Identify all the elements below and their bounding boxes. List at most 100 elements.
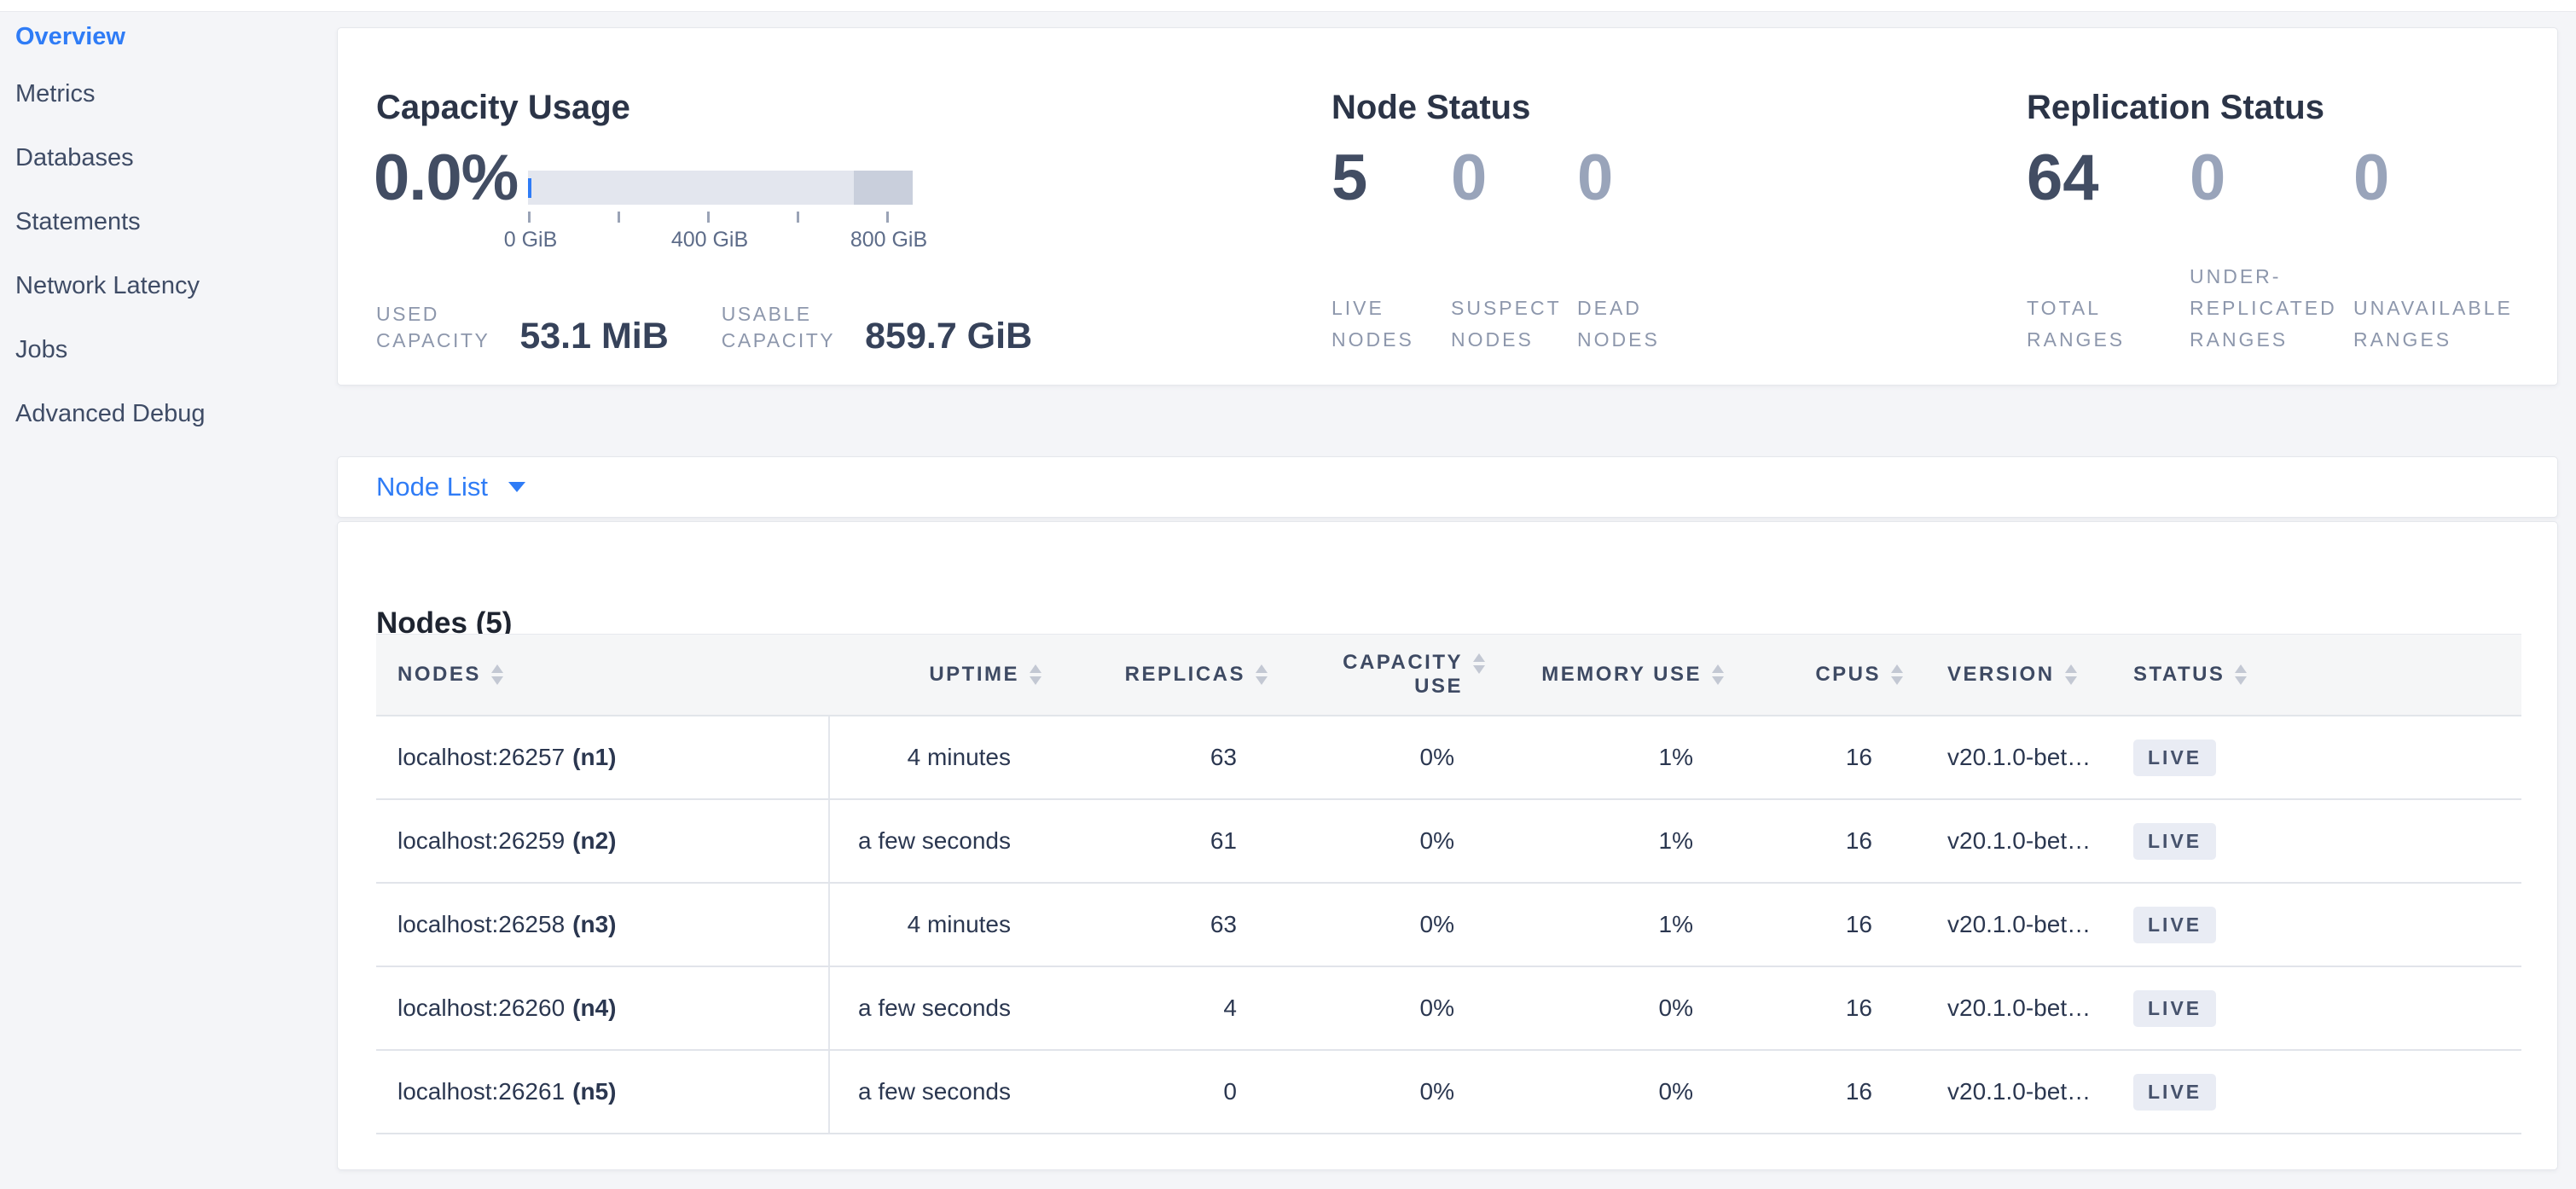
replicas-cell: 0 <box>1223 1078 1237 1105</box>
capacity-used-percent: 0.0% <box>374 142 519 214</box>
status-cell: LIVE <box>2112 716 2521 798</box>
suspect-nodes-label: SUSPECT NODES <box>1451 297 1562 351</box>
replicas-cell: 61 <box>1210 827 1237 854</box>
uptime-cell: 4 minutes <box>907 911 1011 937</box>
unavailable-ranges-value: 0 <box>2353 142 2390 214</box>
suspect-nodes-value: 0 <box>1451 142 1488 214</box>
version-cell: v20.1.0-bet… <box>1947 1078 2092 1105</box>
header-version[interactable]: VERSION <box>1905 635 2112 715</box>
nodes-table: NODES UPTIME REPLICAS CAPACITY USE MEMOR… <box>376 634 2521 1134</box>
status-badge: LIVE <box>2133 1073 2217 1111</box>
sidebar-item-network-latency[interactable]: Network Latency <box>15 272 200 299</box>
cpus-cell: 16 <box>1845 995 1872 1021</box>
header-status[interactable]: STATUS <box>2112 635 2521 715</box>
node-id: (n3) <box>572 911 617 937</box>
sort-arrows-icon <box>1712 664 1724 685</box>
total-ranges-value: 64 <box>2027 142 2099 214</box>
status-cell: LIVE <box>2112 800 2521 882</box>
usable-capacity-group: USABLE CAPACITY 859.7 GiB <box>721 301 1033 357</box>
uptime-cell: a few seconds <box>858 995 1011 1021</box>
under-replicated-ranges-stat: 0 UNDER- REPLICATED RANGES <box>2190 146 2353 356</box>
table-row[interactable]: localhost:26261 (n5) a few seconds 0 0% … <box>376 1051 2521 1134</box>
axis-tick <box>528 212 531 223</box>
sort-arrows-icon <box>1030 664 1041 685</box>
sidebar: Overview Metrics Databases Statements Ne… <box>0 11 337 446</box>
header-cpus-label: CPUS <box>1815 663 1881 686</box>
total-ranges-label: TOTAL RANGES <box>2027 297 2126 351</box>
node-address-cell[interactable]: localhost:26260 (n4) <box>376 967 830 1049</box>
unavailable-ranges-label: UNAVAILABLE RANGES <box>2353 297 2513 351</box>
header-capacity-use-label: CAPACITY USE <box>1343 651 1463 698</box>
header-capacity-use[interactable]: CAPACITY USE <box>1269 635 1487 715</box>
capacity-used-marker <box>528 178 531 198</box>
header-version-label: VERSION <box>1947 663 2055 686</box>
axis-tick-label: 400 GiB <box>670 228 749 252</box>
uptime-cell: a few seconds <box>858 1078 1011 1105</box>
sidebar-item-metrics[interactable]: Metrics <box>15 80 96 107</box>
replication-status-stats: 64 TOTAL RANGES 0 UNDER- REPLICATED RANG… <box>2027 146 2550 356</box>
live-nodes-value: 5 <box>1332 142 1368 214</box>
header-cpus[interactable]: CPUS <box>1726 635 1905 715</box>
axis-tick-label: 800 GiB <box>850 228 928 252</box>
cpus-cell: 16 <box>1845 827 1872 854</box>
header-replicas[interactable]: REPLICAS <box>1043 635 1269 715</box>
node-address[interactable]: localhost:26259 <box>397 827 566 854</box>
memory-use-cell: 1% <box>1658 911 1693 937</box>
table-row[interactable]: localhost:26257 (n1) 4 minutes 63 0% 1% … <box>376 716 2521 800</box>
node-address[interactable]: localhost:26258 <box>397 911 566 937</box>
capacity-use-cell: 0% <box>1419 1078 1454 1105</box>
node-id: (n2) <box>572 827 617 854</box>
header-uptime[interactable]: UPTIME <box>830 635 1043 715</box>
status-badge: LIVE <box>2133 739 2217 776</box>
unavailable-ranges-stat: 0 UNAVAILABLE RANGES <box>2353 146 2550 356</box>
version-cell: v20.1.0-bet… <box>1947 911 2092 937</box>
suspect-nodes-stat: 0 SUSPECT NODES <box>1451 146 1577 356</box>
node-list-dropdown[interactable]: Node List <box>376 472 488 502</box>
dead-nodes-stat: 0 DEAD NODES <box>1577 146 1722 356</box>
uptime-cell: a few seconds <box>858 827 1011 854</box>
cluster-summary-card: Capacity Usage 0.0% 0 GiB 400 GiB 800 Gi… <box>337 27 2558 386</box>
under-replicated-ranges-value: 0 <box>2190 142 2226 214</box>
sort-arrows-icon <box>2235 664 2248 685</box>
cpus-cell: 16 <box>1845 744 1872 770</box>
node-address-cell[interactable]: localhost:26258 (n3) <box>376 884 830 966</box>
header-memory-use[interactable]: MEMORY USE <box>1487 635 1726 715</box>
node-address[interactable]: localhost:26261 <box>397 1078 566 1105</box>
status-badge: LIVE <box>2133 989 2217 1027</box>
node-address-cell[interactable]: localhost:26259 (n2) <box>376 800 830 882</box>
node-id: (n1) <box>572 744 617 770</box>
header-nodes[interactable]: NODES <box>376 635 830 715</box>
header-replicas-label: REPLICAS <box>1124 663 1245 686</box>
sort-arrows-icon <box>1473 653 1485 674</box>
live-nodes-label: LIVE NODES <box>1332 297 1414 351</box>
node-address[interactable]: localhost:26257 <box>397 744 566 770</box>
node-address-cell[interactable]: localhost:26261 (n5) <box>376 1051 830 1133</box>
sidebar-item-databases[interactable]: Databases <box>15 144 134 171</box>
usable-capacity-value: 859.7 GiB <box>865 316 1033 357</box>
dead-nodes-label: DEAD NODES <box>1577 297 1660 351</box>
table-row[interactable]: localhost:26260 (n4) a few seconds 4 0% … <box>376 967 2521 1051</box>
sidebar-item-statements[interactable]: Statements <box>15 208 141 235</box>
node-address[interactable]: localhost:26260 <box>397 995 566 1021</box>
chevron-down-icon[interactable] <box>508 482 525 492</box>
usable-capacity-label: USABLE CAPACITY <box>721 303 836 351</box>
axis-tick <box>797 212 799 223</box>
capacity-breakdown: USED CAPACITY 53.1 MiB USABLE CAPACITY 8… <box>376 301 1033 357</box>
node-status-title: Node Status <box>1332 89 1531 127</box>
sidebar-item-overview[interactable]: Overview <box>15 22 125 50</box>
used-capacity-group: USED CAPACITY 53.1 MiB <box>376 301 669 355</box>
memory-use-cell: 0% <box>1658 1078 1693 1105</box>
status-cell: LIVE <box>2112 1051 2521 1133</box>
version-cell: v20.1.0-bet… <box>1947 995 2092 1021</box>
memory-use-cell: 1% <box>1658 744 1693 770</box>
table-row[interactable]: localhost:26258 (n3) 4 minutes 63 0% 1% … <box>376 884 2521 967</box>
nodes-table-header: NODES UPTIME REPLICAS CAPACITY USE MEMOR… <box>376 634 2521 716</box>
table-row[interactable]: localhost:26259 (n2) a few seconds 61 0%… <box>376 800 2521 884</box>
axis-tick-label: 0 GiB <box>503 228 558 252</box>
header-status-label: STATUS <box>2133 663 2225 686</box>
sidebar-item-jobs[interactable]: Jobs <box>15 336 68 363</box>
sidebar-item-advanced-debug[interactable]: Advanced Debug <box>15 400 206 427</box>
status-badge: LIVE <box>2133 906 2217 943</box>
sort-arrows-icon <box>1256 664 1268 685</box>
node-address-cell[interactable]: localhost:26257 (n1) <box>376 716 830 798</box>
